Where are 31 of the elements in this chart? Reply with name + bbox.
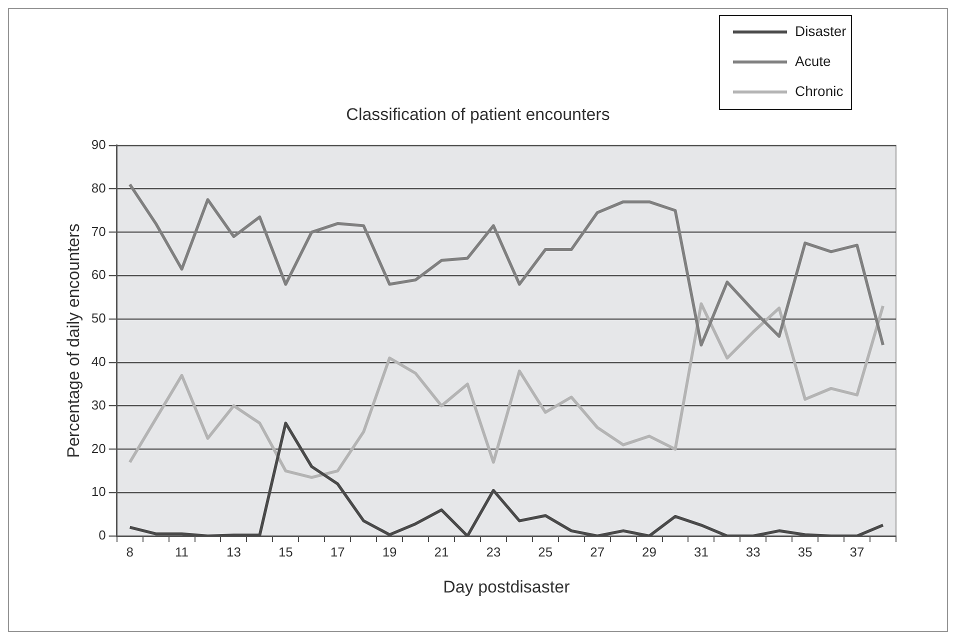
x-tick-label: 19 [382,544,397,560]
y-tick-label: 20 [91,440,106,456]
x-tick-label: 8 [126,544,134,560]
x-tick-label: 27 [590,544,605,560]
y-tick-label: 90 [91,136,106,152]
y-tick-label: 40 [91,354,106,369]
y-axis-title: Percentage of daily encounters [64,224,83,458]
x-tick-label: 15 [278,544,293,560]
x-tick-label: 35 [798,544,812,560]
x-tick-label: 25 [538,544,553,560]
y-tick-label: 80 [91,180,106,196]
x-tick-label: 11 [175,544,189,560]
x-tick-label: 31 [694,544,708,560]
legend-label: Disaster [795,22,847,39]
y-tick-label: 50 [91,310,106,326]
chart-title: Classification of patient encounters [346,104,610,124]
y-tick-label: 70 [91,224,106,239]
y-tick-label: 60 [91,267,106,282]
x-tick-label: 13 [226,544,241,560]
legend-label: Acute [795,52,832,69]
y-tick-label: 30 [91,397,106,412]
x-axis-title: Day postdisaster [443,577,570,596]
legend-label: Chronic [795,82,844,99]
y-tick-label: 0 [98,528,106,543]
x-tick-label: 29 [642,544,657,560]
x-tick-label: 17 [330,544,345,560]
y-tick-label: 10 [91,484,106,500]
x-tick-label: 23 [486,544,501,560]
x-tick-label: 21 [434,544,449,560]
x-tick-label: 37 [850,544,864,560]
x-tick-label: 33 [746,544,760,560]
